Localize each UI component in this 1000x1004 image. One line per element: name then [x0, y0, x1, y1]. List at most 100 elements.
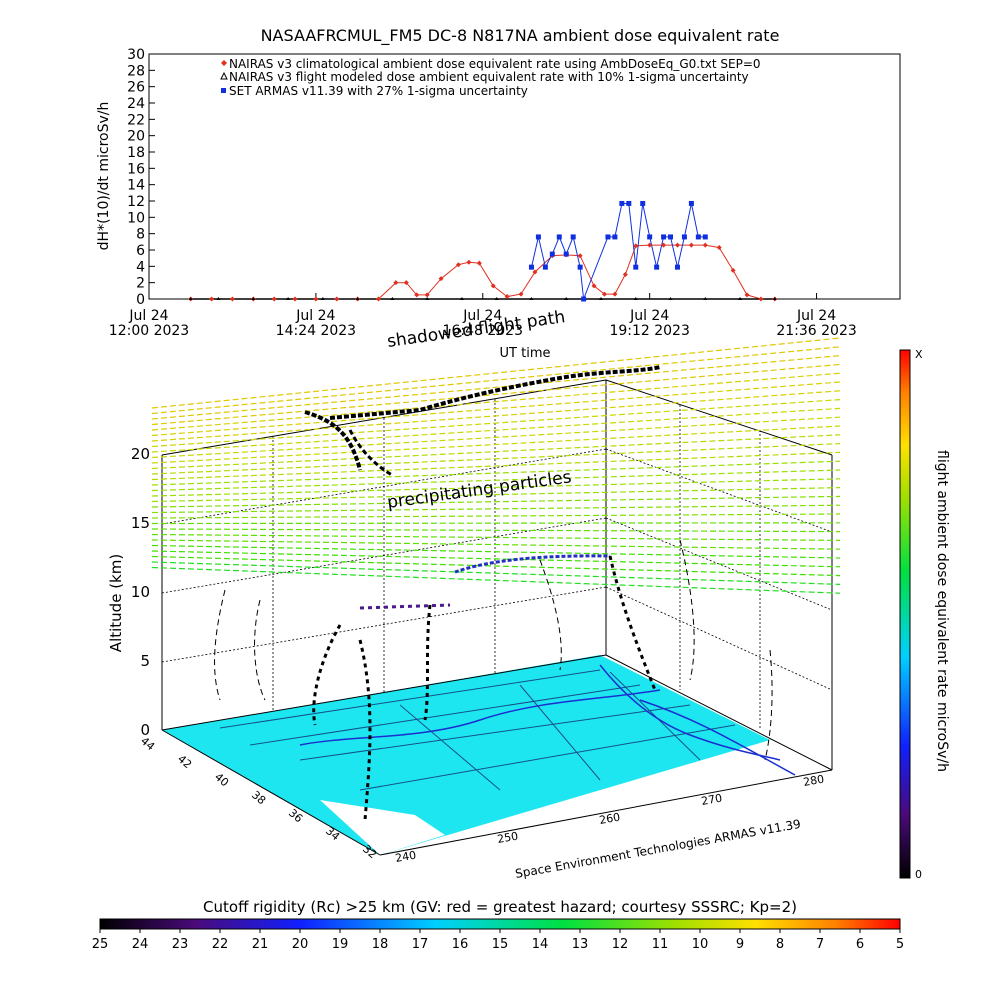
frame-bottom-front-right	[379, 769, 833, 856]
colorbar-tick-label: 13	[572, 937, 589, 952]
data-point-climatological	[577, 253, 583, 259]
data-point-armas	[570, 234, 576, 240]
data-point-armas	[640, 200, 646, 206]
map-ground-unshaded	[320, 800, 445, 855]
data-point-climatological	[455, 262, 461, 268]
y-tick-label: 10	[127, 210, 145, 226]
data-point-armas	[528, 264, 534, 270]
data-point-flight-modeled	[188, 297, 193, 300]
legend-label-flight-modeled: NAIRAS v3 flight modeled dose ambient eq…	[229, 70, 749, 84]
data-point-armas	[563, 251, 569, 257]
legend-diamond-marker	[221, 60, 227, 66]
data-point-climatological	[271, 296, 277, 302]
x-tick-label-time: 12:00 2023	[109, 323, 189, 339]
data-point-climatological	[518, 291, 524, 297]
x-tick-label-date: Jul 24	[128, 308, 168, 324]
x-tick-label-date: Jul 24	[796, 308, 836, 324]
data-point-climatological	[702, 242, 708, 248]
particle-layer-line	[151, 469, 841, 492]
map-3d-plot: shadowed flight path precipitating parti…	[107, 307, 950, 881]
frame-bottom-back	[161, 654, 607, 731]
data-point-flight-modeled	[529, 297, 534, 300]
data-point-climatological	[313, 296, 319, 302]
y-tick-label: 0	[136, 292, 145, 308]
vertical-colorbar	[899, 349, 911, 879]
x-axis-label: UT time	[500, 346, 551, 361]
y-tick-label: 26	[127, 80, 145, 96]
data-point-flight-modeled	[703, 297, 708, 300]
river-1	[299, 689, 661, 746]
flight-projection-dashes-right	[539, 539, 773, 761]
data-point-flight-modeled	[564, 297, 569, 300]
latitude-tick-label: 40	[212, 770, 231, 789]
x-tick-label-time: 21:36 2023	[776, 323, 856, 339]
data-point-climatological	[688, 242, 694, 248]
data-point-flight-modeled	[355, 297, 360, 300]
data-point-armas	[535, 234, 541, 240]
data-point-armas	[605, 234, 611, 240]
particle-layer-line	[151, 381, 841, 437]
series-lines	[190, 203, 775, 300]
particle-layer-line	[151, 522, 841, 525]
particle-layer-line	[151, 443, 841, 475]
particle-layer-line	[151, 355, 841, 420]
data-point-armas	[661, 234, 667, 240]
x-tick-label-time: 16:48 2023	[443, 323, 523, 339]
particle-layer-line	[151, 539, 841, 550]
data-point-armas	[626, 200, 632, 206]
map-ground-plane	[162, 655, 770, 855]
map-3d-gridlines	[161, 399, 833, 730]
colorbar-tick-label: 12	[612, 937, 629, 952]
data-point-climatological	[490, 283, 496, 289]
data-point-armas	[633, 264, 639, 270]
particle-layer-line	[151, 544, 841, 559]
y-tick-label: 22	[127, 112, 145, 128]
map-rivers	[299, 664, 796, 776]
colorbar-tick-label: 7	[816, 937, 824, 952]
data-point-climatological	[532, 269, 538, 275]
colorbar-tick-label: 18	[372, 937, 389, 952]
state-border-5	[399, 704, 501, 791]
data-point-armas	[577, 264, 583, 270]
latitude-tick-label: 42	[175, 752, 194, 771]
z-tick-label: 5	[140, 652, 150, 670]
river-3	[639, 699, 796, 776]
y-tick-label: 2	[136, 276, 145, 292]
grid-alt-10-right	[605, 517, 833, 611]
particle-layer-line	[151, 363, 841, 426]
data-point-climatological	[591, 283, 597, 289]
colorbar-tick-label: 24	[132, 937, 149, 952]
horizontal-colorbar-title: Cutoff rigidity (Rc) >25 km (GV: red = g…	[203, 898, 797, 916]
colorbar-tick-label: 11	[652, 937, 669, 952]
legend-label-armas: SET ARMAS v11.39 with 27% 1-sigma uncert…	[229, 84, 528, 98]
legend-triangle-marker	[220, 71, 228, 80]
z-tick-label: 10	[131, 583, 150, 601]
colorbar-tick-label: 22	[212, 937, 229, 952]
data-point-climatological	[292, 296, 298, 302]
state-border-1	[219, 669, 601, 729]
particle-layer-line	[151, 346, 841, 415]
data-point-climatological	[476, 260, 482, 266]
data-point-climatological	[730, 267, 736, 273]
y-tick-label: 28	[127, 63, 145, 79]
z-axis-ticks: 0 5 10 15 20	[131, 445, 150, 739]
colorbar-tick-label: 19	[332, 937, 349, 952]
data-point-flight-modeled	[216, 297, 221, 300]
series-points	[188, 200, 778, 302]
particle-layer-line	[151, 337, 841, 409]
data-point-climatological	[209, 296, 215, 302]
data-point-climatological	[375, 296, 381, 302]
legend-square-marker	[221, 88, 226, 93]
legend: NAIRAS v3 climatological ambient dose eq…	[220, 57, 761, 98]
state-border-6	[519, 684, 601, 781]
z-tick-label: 0	[140, 721, 150, 739]
data-point-flight-modeled	[286, 297, 291, 300]
data-point-armas	[681, 234, 687, 240]
x-tick-label-date: Jul 24	[295, 308, 335, 324]
particle-layer-line	[151, 372, 841, 431]
particle-layer-line	[151, 434, 841, 470]
legend-label-climatological: NAIRAS v3 climatological ambient dose eq…	[229, 57, 761, 71]
colorbar-tick-label: 5	[896, 937, 904, 952]
frame-top-back	[161, 379, 607, 456]
